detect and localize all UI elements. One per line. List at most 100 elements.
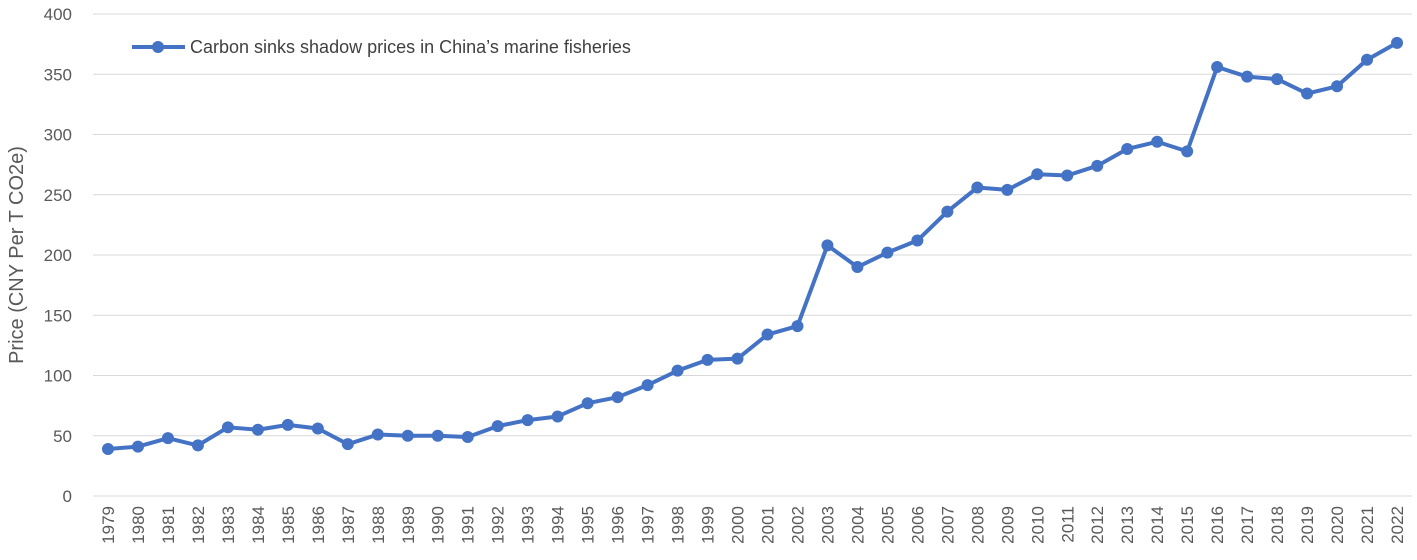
x-tick-label: 1993 [519,506,538,544]
x-tick-label: 1987 [339,506,358,544]
data-point-1993 [521,414,534,427]
x-tick-label: 2009 [998,506,1017,544]
x-tick-label: 1985 [279,506,298,544]
data-point-2001 [761,328,774,341]
y-tick-label: 50 [53,427,72,446]
y-axis-ticks: 0 50 100 150 200 250 300 350 400 [44,5,72,506]
data-point-1981 [161,432,174,445]
data-point-2008 [971,181,984,194]
legend-label: Carbon sinks shadow prices in China’s ma… [190,37,631,57]
data-point-2019 [1301,87,1314,100]
data-point-2003 [821,239,834,252]
data-point-1987 [341,438,354,451]
x-tick-label: 1980 [129,506,148,544]
data-point-1994 [551,410,564,423]
x-tick-label: 2013 [1118,506,1137,544]
data-point-1986 [311,422,324,435]
y-tick-label: 250 [44,186,72,205]
data-point-1988 [371,428,384,441]
x-tick-label: 2000 [729,506,748,544]
data-point-2012 [1091,159,1104,172]
x-tick-label: 2007 [938,506,957,544]
x-tick-label: 2020 [1328,506,1347,544]
data-point-2005 [881,246,894,259]
data-point-2020 [1331,80,1344,93]
x-tick-label: 2018 [1268,506,1287,544]
x-tick-label: 2014 [1148,506,1167,544]
x-tick-label: 1989 [399,506,418,544]
data-point-1985 [281,418,294,431]
x-tick-label: 1996 [609,506,628,544]
x-tick-label: 2003 [818,506,837,544]
data-point-2004 [851,261,864,274]
x-tick-label: 1994 [549,506,568,544]
data-point-2014 [1151,135,1164,148]
data-point-2018 [1271,73,1284,86]
gridlines [93,13,1412,497]
data-point-1995 [581,397,594,410]
x-tick-label: 1982 [189,506,208,544]
x-tick-label: 2006 [908,506,927,544]
data-point-2013 [1121,142,1134,155]
x-tick-label: 1992 [489,506,508,544]
legend-point-marker [152,41,164,53]
x-tick-label: 1995 [579,506,598,544]
x-tick-label: 1998 [669,506,688,544]
data-point-1989 [401,429,414,442]
data-point-1990 [431,429,444,442]
data-point-1999 [701,353,714,366]
y-tick-label: 350 [44,65,72,84]
data-point-2007 [941,205,954,218]
data-point-1996 [611,391,624,404]
y-tick-label: 300 [44,126,72,145]
data-point-1980 [131,440,144,453]
x-tick-label: 2012 [1088,506,1107,544]
x-tick-label: 2016 [1208,506,1227,544]
x-tick-label: 1984 [249,506,268,544]
y-tick-label: 200 [44,246,72,265]
x-axis-ticks: 1979 1980 1981 1982 1983 1984 1985 1986 1987 1988… [99,506,1407,544]
x-tick-label: 1988 [369,506,388,544]
data-point-1983 [221,421,234,434]
y-axis-label: Price (CNY Per T CO2e) [6,146,28,364]
data-point-2010 [1031,168,1044,181]
data-point-2006 [911,234,924,247]
data-point-2017 [1241,70,1254,83]
data-point-2016 [1211,61,1224,74]
x-tick-label: 2004 [848,506,867,544]
series-line [107,41,1398,451]
x-tick-label: 1990 [429,506,448,544]
x-tick-label: 1979 [99,506,118,544]
x-tick-label: 2010 [1028,506,1047,544]
x-tick-label: 2017 [1238,506,1257,544]
y-tick-label: 400 [44,5,72,24]
x-tick-label: 2022 [1388,506,1407,544]
x-tick-label: 2015 [1178,506,1197,544]
x-tick-label: 1986 [309,506,328,544]
data-point-1998 [671,364,684,377]
data-point-1984 [251,423,264,436]
data-point-2011 [1061,169,1074,182]
data-point-1997 [641,379,654,392]
y-tick-label: 150 [44,306,72,325]
data-point-1979 [101,443,114,456]
series-layer [101,36,1404,456]
y-tick-label: 0 [63,487,72,506]
x-tick-label: 2019 [1298,506,1317,544]
x-tick-label: 2002 [788,506,807,544]
x-tick-label: 2011 [1058,506,1077,543]
x-tick-label: 1991 [459,506,478,544]
data-point-2002 [791,320,804,333]
y-tick-label: 100 [44,367,72,386]
x-tick-label: 1999 [699,506,718,544]
legend: Carbon sinks shadow prices in China’s ma… [132,37,631,57]
data-point-1991 [461,430,474,443]
x-tick-label: 2001 [758,506,777,544]
data-point-2000 [731,352,744,365]
data-point-2022 [1391,36,1404,49]
data-point-2021 [1361,53,1374,66]
x-tick-label: 1997 [639,506,658,544]
x-tick-label: 2005 [878,506,897,544]
x-tick-label: 1981 [159,506,178,544]
